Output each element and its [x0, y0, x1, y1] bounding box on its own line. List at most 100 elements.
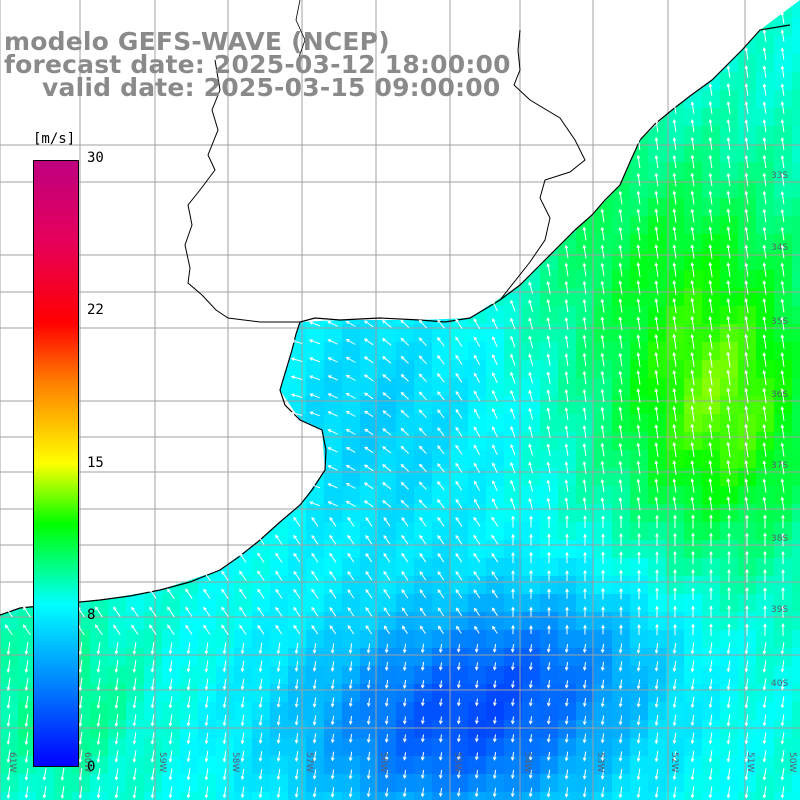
wind-arrow	[654, 154, 659, 169]
wind-speed-cell	[396, 792, 415, 800]
wind-speed-cell	[378, 432, 397, 451]
wind-speed-cell	[270, 666, 289, 685]
wind-speed-cell	[252, 612, 271, 631]
wind-speed-cell	[360, 450, 379, 469]
wind-speed-cell	[144, 612, 163, 631]
national-border	[184, 59, 300, 323]
wind-speed-cell	[270, 540, 289, 559]
wind-speed-cell	[522, 342, 541, 361]
wind-speed-cell	[774, 360, 793, 379]
wind-speed-cell	[504, 342, 523, 361]
wind-speed-cell	[792, 594, 800, 613]
wind-speed-cell	[738, 216, 757, 235]
wind-speed-cell	[144, 684, 163, 703]
wind-arrow	[708, 190, 713, 205]
wind-speed-cell	[792, 720, 800, 739]
wind-speed-cell	[738, 162, 757, 181]
wind-arrow	[708, 441, 713, 458]
wind-speed-cell	[504, 792, 523, 800]
wind-speed-cell	[342, 450, 361, 469]
wind-speed-cell	[738, 234, 757, 253]
wind-arrow	[690, 333, 695, 350]
wind-speed-cell	[522, 306, 541, 325]
wind-speed-cell	[378, 792, 397, 800]
wind-speed-cell	[738, 324, 757, 343]
wind-speed-cell	[702, 108, 721, 127]
wind-speed-cell	[360, 324, 379, 343]
wind-speed-cell	[144, 756, 163, 775]
wind-speed-cell	[396, 432, 415, 451]
wind-speed-cell	[360, 360, 379, 379]
wind-speed-cell	[774, 288, 793, 307]
wind-speed-cell	[216, 648, 235, 667]
wind-speed-cell	[522, 576, 541, 595]
wind-arrow	[382, 392, 392, 400]
wind-arrow	[708, 496, 713, 511]
wind-speed-cell	[432, 792, 451, 800]
wind-arrow	[345, 482, 356, 489]
wind-speed-cell	[342, 414, 361, 433]
wind-arrow	[400, 355, 409, 364]
wind-arrow	[400, 374, 409, 382]
wind-speed-cell	[666, 162, 685, 181]
wind-speed-cell	[450, 414, 469, 433]
wind-arrow	[418, 499, 427, 509]
wind-arrow	[345, 375, 356, 381]
wind-speed-cell	[360, 756, 379, 775]
wind-speed-cell	[666, 486, 685, 505]
wind-speed-cell	[792, 126, 800, 145]
wind-speed-cell	[18, 774, 37, 793]
wind-speed-cell	[216, 612, 235, 631]
wind-arrow	[762, 280, 767, 295]
wind-arrow	[636, 496, 641, 511]
wind-speed-cell	[468, 324, 487, 343]
wind-arrow	[546, 425, 551, 438]
wind-arrow	[582, 280, 587, 295]
wind-arrow	[672, 478, 677, 493]
wind-speed-cell	[576, 756, 595, 775]
wind-speed-cell	[558, 450, 577, 469]
wind-speed-cell	[666, 126, 685, 145]
wind-speed-cell	[666, 270, 685, 289]
wind-speed-cell	[774, 162, 793, 181]
wind-arrow	[636, 388, 641, 403]
wind-arrow	[546, 497, 551, 510]
wind-speed-cell	[720, 252, 739, 271]
wind-speed-cell	[630, 360, 649, 379]
wind-speed-cell	[594, 450, 613, 469]
wind-arrow	[437, 463, 445, 473]
wind-arrow	[690, 226, 695, 241]
wind-speed-cell	[504, 486, 523, 505]
wind-speed-cell	[792, 0, 800, 19]
wind-arrow	[654, 351, 659, 368]
coastline-ocean	[0, 24, 791, 616]
wind-arrow	[363, 392, 374, 400]
wind-arrow	[762, 83, 767, 96]
wind-speed-cell	[324, 540, 343, 559]
wind-speed-cell	[504, 414, 523, 433]
wind-speed-cell	[720, 306, 739, 325]
wind-arrow	[546, 407, 551, 420]
wind-speed-cell	[324, 612, 343, 631]
wind-speed-cell	[792, 18, 800, 37]
wind-speed-cell	[792, 432, 800, 451]
wind-arrow	[293, 516, 301, 527]
wind-speed-cell	[360, 522, 379, 541]
wind-speed-cell	[756, 684, 775, 703]
wind-arrow	[708, 423, 713, 440]
colorbar-tick-label: 15	[87, 455, 104, 471]
wind-speed-cell	[792, 360, 800, 379]
wind-speed-cell	[576, 576, 595, 595]
wind-arrow	[618, 190, 623, 205]
wind-speed-cell	[792, 540, 800, 559]
wind-speed-cell	[630, 558, 649, 577]
wind-speed-cell	[414, 396, 433, 415]
wind-speed-cell	[360, 576, 379, 595]
wind-speed-cell	[792, 306, 800, 325]
wind-speed-cell	[630, 666, 649, 685]
latitude-label: 34S	[771, 243, 788, 253]
wind-speed-cell	[468, 360, 487, 379]
wind-speed-cell	[612, 594, 631, 613]
